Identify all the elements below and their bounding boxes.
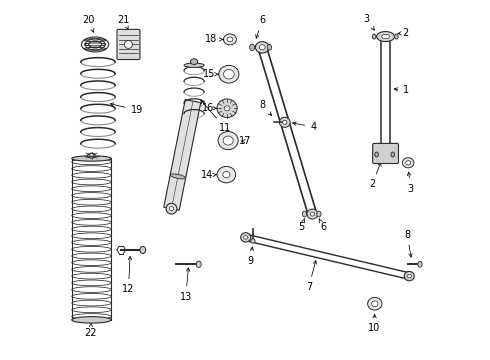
Ellipse shape xyxy=(223,136,233,145)
Ellipse shape xyxy=(223,34,236,45)
Ellipse shape xyxy=(371,301,378,307)
Ellipse shape xyxy=(184,63,204,67)
Text: 21: 21 xyxy=(118,15,130,29)
Ellipse shape xyxy=(191,59,197,64)
Ellipse shape xyxy=(88,153,96,158)
Ellipse shape xyxy=(404,271,414,281)
Ellipse shape xyxy=(382,35,390,39)
Text: 7: 7 xyxy=(306,261,317,292)
Text: 15: 15 xyxy=(203,69,218,79)
Text: 12: 12 xyxy=(122,256,135,294)
Ellipse shape xyxy=(259,45,265,50)
Ellipse shape xyxy=(394,34,398,39)
Ellipse shape xyxy=(251,239,255,243)
Ellipse shape xyxy=(317,211,321,217)
Polygon shape xyxy=(164,100,201,210)
Text: 3: 3 xyxy=(363,14,374,30)
Text: 14: 14 xyxy=(201,170,216,180)
Ellipse shape xyxy=(170,207,173,211)
Text: 16: 16 xyxy=(202,103,217,113)
Text: 18: 18 xyxy=(205,35,223,44)
Text: 6: 6 xyxy=(319,219,326,231)
FancyBboxPatch shape xyxy=(117,30,140,59)
Ellipse shape xyxy=(402,158,414,168)
Ellipse shape xyxy=(406,161,411,165)
Ellipse shape xyxy=(219,66,239,83)
Ellipse shape xyxy=(250,44,255,50)
Text: 6: 6 xyxy=(256,15,265,38)
Ellipse shape xyxy=(223,171,230,178)
Ellipse shape xyxy=(267,44,271,50)
Ellipse shape xyxy=(166,203,177,214)
Ellipse shape xyxy=(90,153,93,156)
Text: 17: 17 xyxy=(239,136,251,146)
Ellipse shape xyxy=(140,246,146,253)
Ellipse shape xyxy=(310,212,315,216)
Text: 2: 2 xyxy=(369,163,381,189)
Ellipse shape xyxy=(217,166,236,183)
Ellipse shape xyxy=(279,117,290,127)
Ellipse shape xyxy=(307,209,318,219)
Ellipse shape xyxy=(241,233,251,242)
Ellipse shape xyxy=(375,152,378,157)
Ellipse shape xyxy=(224,106,230,111)
Ellipse shape xyxy=(72,317,111,323)
Ellipse shape xyxy=(283,120,287,124)
Ellipse shape xyxy=(124,41,132,48)
Ellipse shape xyxy=(377,32,394,41)
Text: 22: 22 xyxy=(84,323,97,338)
Ellipse shape xyxy=(196,261,201,267)
Ellipse shape xyxy=(217,99,237,118)
Text: 11: 11 xyxy=(201,100,231,133)
Ellipse shape xyxy=(72,156,111,161)
Ellipse shape xyxy=(223,69,234,79)
Text: 8: 8 xyxy=(404,230,412,257)
Ellipse shape xyxy=(368,297,382,310)
Text: 10: 10 xyxy=(368,315,380,333)
Ellipse shape xyxy=(391,152,394,157)
Ellipse shape xyxy=(418,261,422,267)
Text: 20: 20 xyxy=(82,15,95,32)
Text: 5: 5 xyxy=(298,219,305,231)
Ellipse shape xyxy=(244,235,248,239)
FancyBboxPatch shape xyxy=(373,143,398,163)
Text: 9: 9 xyxy=(247,247,253,266)
Text: 8: 8 xyxy=(259,100,271,116)
Ellipse shape xyxy=(302,211,307,217)
Ellipse shape xyxy=(227,37,233,42)
Ellipse shape xyxy=(218,131,238,150)
Ellipse shape xyxy=(372,34,376,39)
Ellipse shape xyxy=(407,274,412,278)
Text: 4: 4 xyxy=(293,122,316,132)
Text: 3: 3 xyxy=(407,172,414,194)
Text: 19: 19 xyxy=(110,103,143,115)
Text: 1: 1 xyxy=(394,85,410,95)
Ellipse shape xyxy=(255,41,269,53)
Text: 2: 2 xyxy=(398,28,409,38)
Ellipse shape xyxy=(170,174,186,179)
Text: 13: 13 xyxy=(180,268,192,302)
